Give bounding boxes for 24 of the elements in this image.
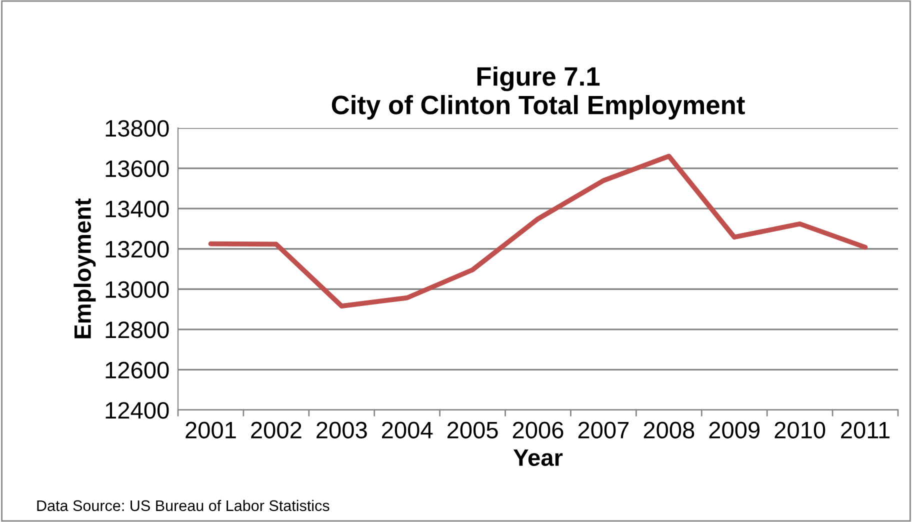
x-tick-label: 2006	[512, 422, 564, 438]
y-tick-label: 12400	[106, 402, 169, 419]
x-tick-label: 2007	[578, 422, 629, 438]
x-tick-label: 2008	[644, 422, 694, 438]
y-tick-label: 13000	[106, 281, 169, 298]
y-tick-label: 13200	[106, 240, 169, 258]
y-tick-label: 13800	[106, 120, 169, 137]
x-tick-label: 2010	[774, 422, 826, 438]
x-tick-label: 2005	[447, 422, 498, 438]
x-tick-label: 2001	[186, 422, 236, 438]
y-tick-label: 13600	[106, 160, 169, 178]
chart-title: Figure 7.1 City of Clinton Total Employment	[332, 66, 745, 120]
source-note: Data Source: US Bureau of Labor Statistics	[37, 500, 330, 512]
x-tick-label: 2011	[841, 422, 890, 438]
x-tick-label: 2009	[709, 422, 760, 438]
y-tick-label: 12800	[106, 321, 169, 338]
x-tick-label: 2003	[316, 422, 367, 438]
line-series	[208, 154, 868, 308]
x-tick-label: 2004	[382, 422, 433, 438]
y-tick-label: 13400	[106, 200, 169, 218]
x-axis-title: Year	[513, 450, 563, 466]
y-axis-title: Employment	[74, 198, 96, 338]
x-tick-label: 2002	[251, 422, 302, 438]
y-tick-label: 12600	[106, 362, 169, 378]
